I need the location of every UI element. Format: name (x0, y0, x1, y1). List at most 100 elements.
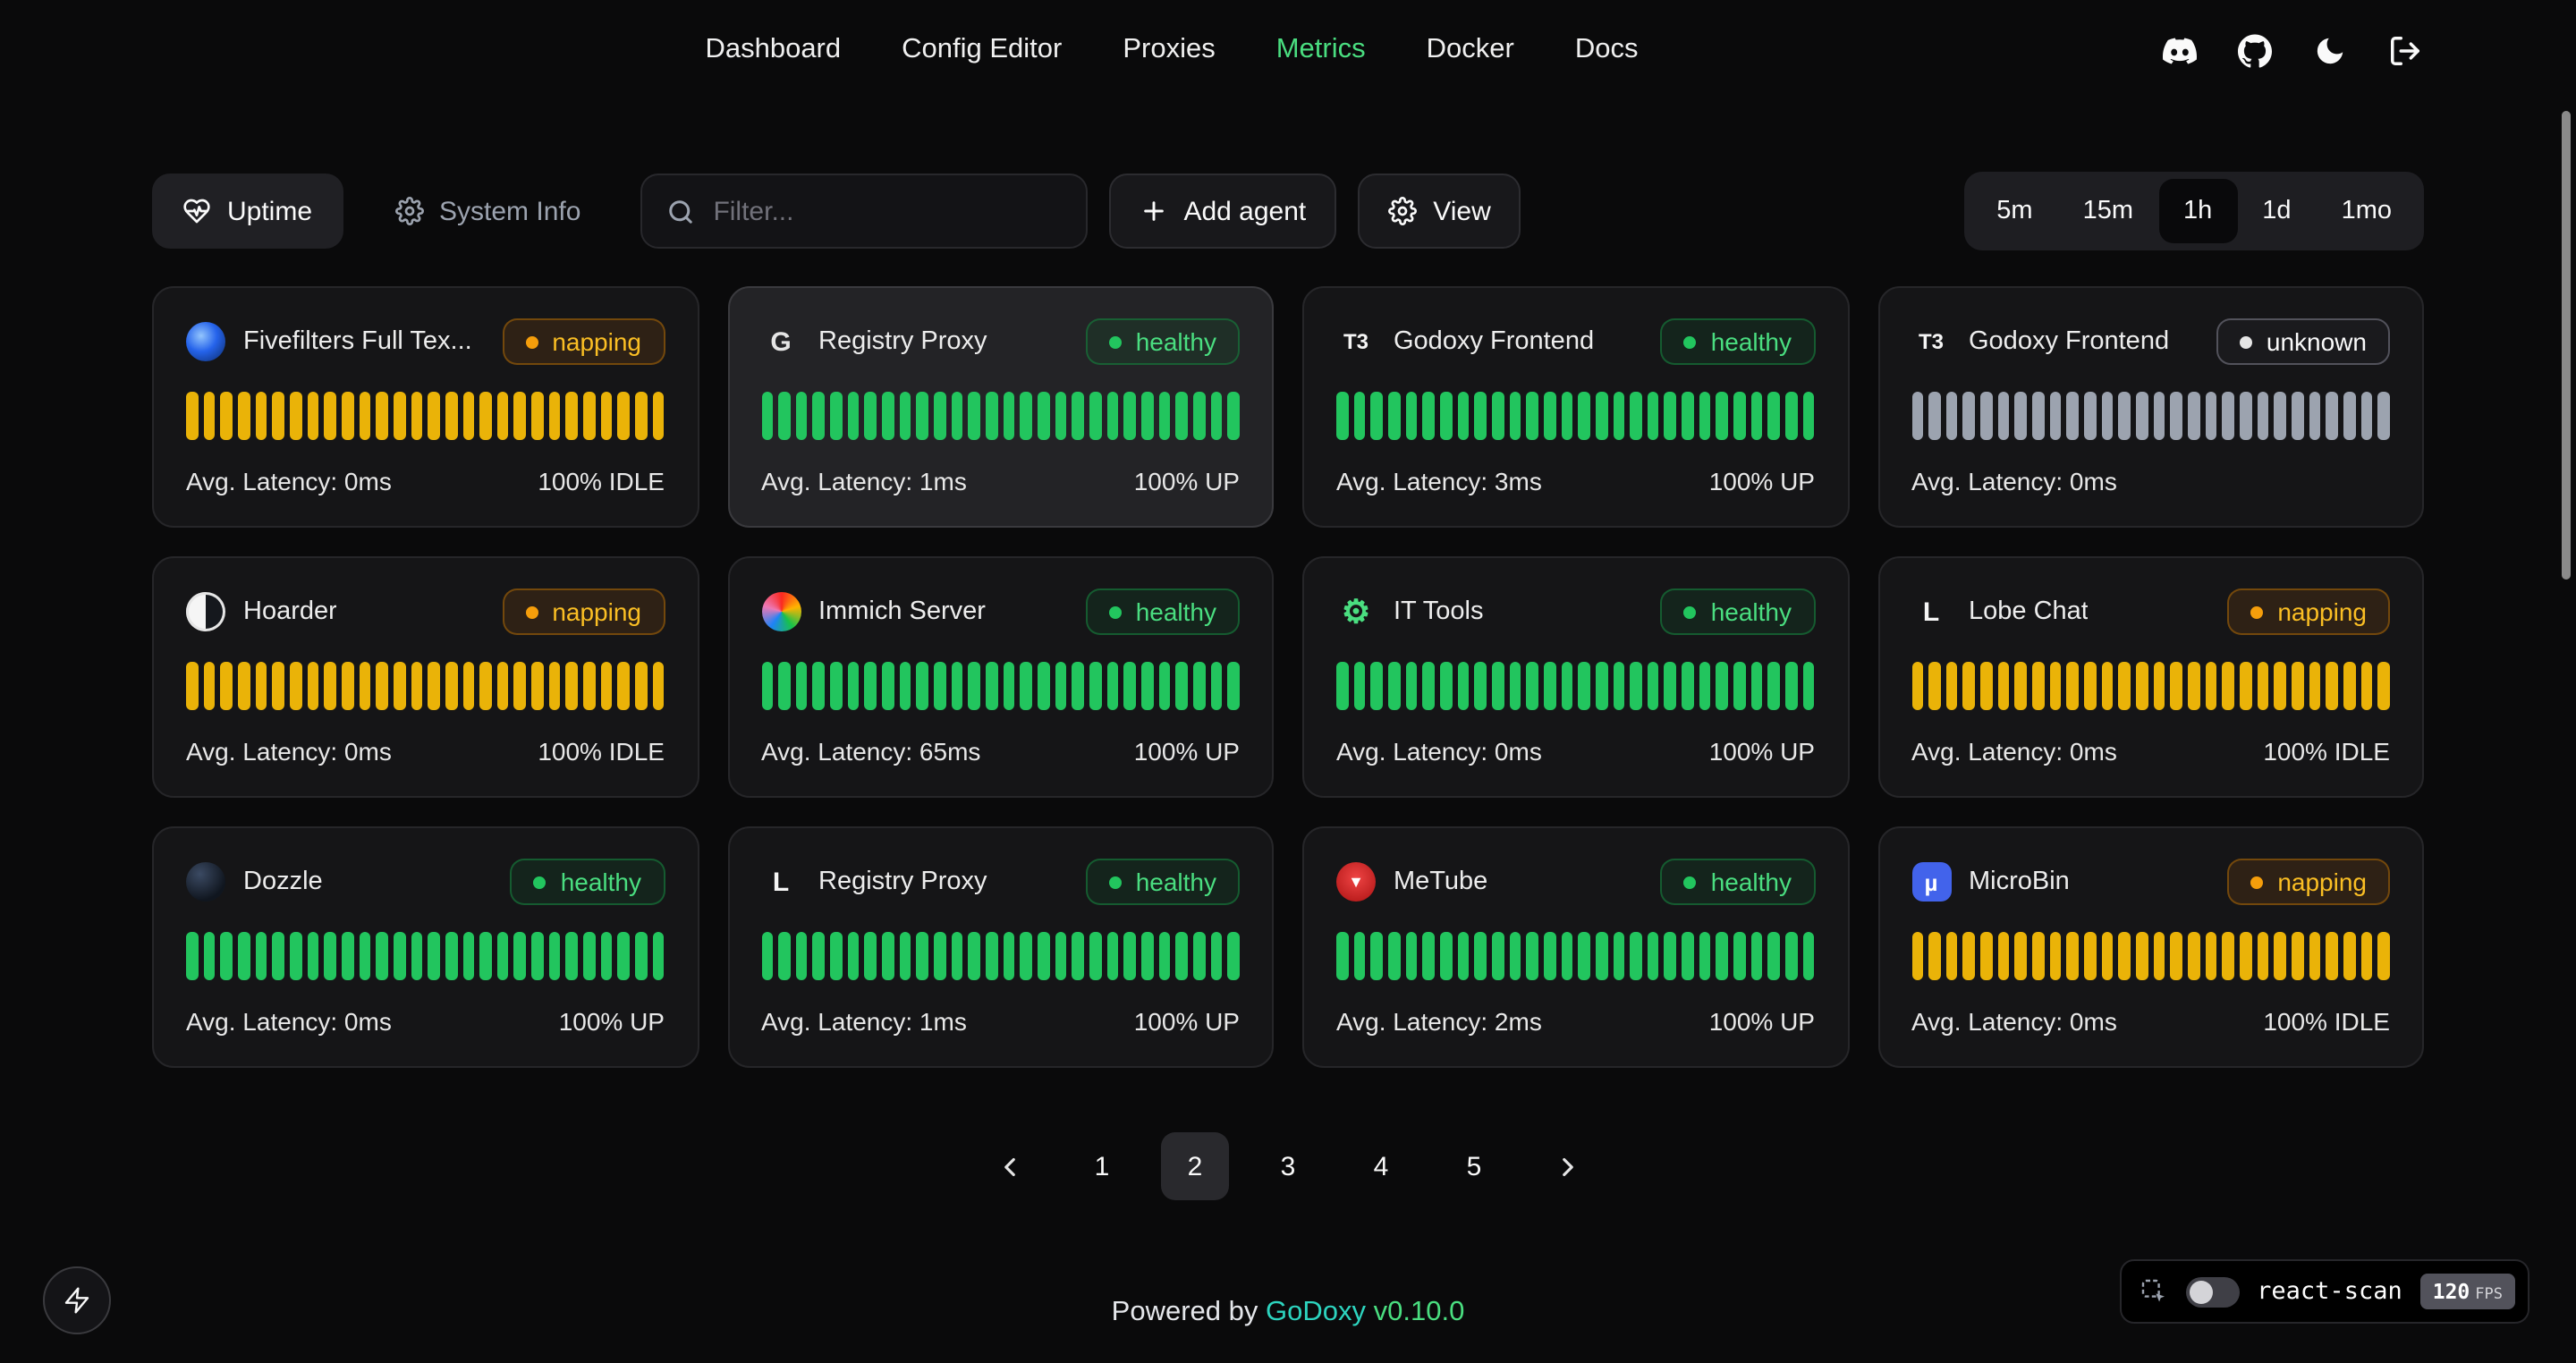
card-footer: Avg. Latency: 0ms (1911, 467, 2390, 495)
uptime-bars (1911, 662, 2390, 710)
status-badge: healthy (1085, 859, 1240, 905)
service-icon: T3 (1343, 329, 1368, 354)
card-footer: Avg. Latency: 1ms 100% UP (761, 1007, 1240, 1036)
card-footer: Avg. Latency: 0ms 100% IDLE (1911, 1007, 2390, 1036)
logout-icon[interactable] (2386, 32, 2422, 68)
nav-icons (2161, 32, 2422, 68)
uptime-text: 100% UP (1133, 1007, 1240, 1036)
nav-link[interactable]: Dashboard (705, 34, 842, 64)
service-icon: T3 (1918, 329, 1944, 354)
service-card[interactable]: Fivefilters Full Tex... napping Avg. Lat… (152, 286, 699, 528)
page-number-button[interactable]: 4 (1347, 1132, 1415, 1200)
latency-text: Avg. Latency: 2ms (1336, 1007, 1542, 1036)
uptime-bars (1336, 662, 1815, 710)
service-card[interactable]: T3 Godoxy Frontend unknown Avg. Latency:… (1877, 286, 2424, 528)
page-number-button[interactable]: 5 (1440, 1132, 1508, 1200)
uptime-tab[interactable]: Uptime (152, 174, 343, 249)
add-agent-button[interactable]: Add agent (1108, 174, 1337, 249)
service-card[interactable]: Dozzle healthy Avg. Latency: 0ms 100% UP (152, 826, 699, 1068)
service-card[interactable]: µ MicroBin napping Avg. Latency: 0ms 100… (1877, 826, 2424, 1068)
service-icon (186, 592, 225, 631)
react-scan-toggle[interactable] (2185, 1276, 2240, 1307)
time-range-button[interactable]: 15m (2058, 179, 2158, 243)
time-range-button[interactable]: 1h (2158, 179, 2238, 243)
uptime-tab-label: Uptime (227, 196, 313, 226)
prev-page-icon[interactable] (975, 1132, 1043, 1200)
uptime-bars (186, 662, 665, 710)
page-number-button[interactable]: 1 (1068, 1132, 1136, 1200)
card-header: ⚙ IT Tools healthy (1336, 588, 1815, 635)
nav-link[interactable]: Docker (1426, 34, 1514, 64)
uptime-text: 100% UP (1133, 467, 1240, 495)
discord-icon[interactable] (2161, 32, 2197, 68)
system-info-tab[interactable]: System Info (364, 174, 611, 249)
time-range-button[interactable]: 5m (1971, 179, 2057, 243)
card-header: G Registry Proxy healthy (761, 318, 1240, 365)
card-footer: Avg. Latency: 3ms 100% UP (1336, 467, 1815, 495)
gear-icon (1388, 197, 1418, 225)
service-name: Registry Proxy (818, 327, 987, 356)
status-label: napping (2277, 597, 2367, 626)
plus-icon (1143, 201, 1164, 221)
service-name: Registry Proxy (818, 868, 987, 896)
service-icon: L (772, 867, 790, 897)
uptime-bars (186, 932, 665, 980)
service-card[interactable]: T3 Godoxy Frontend healthy Avg. Latency:… (1302, 286, 1849, 528)
service-card[interactable]: Hoarder napping Avg. Latency: 0ms 100% I… (152, 556, 699, 798)
service-card[interactable]: ▼ MeTube healthy Avg. Latency: 2ms 100% … (1302, 826, 1849, 1068)
service-icon: ▼ (1336, 862, 1376, 902)
service-card[interactable]: L Lobe Chat napping Avg. Latency: 0ms 10… (1877, 556, 2424, 798)
time-range-group: 5m 15m 1h 1d 1mo (1964, 172, 2424, 250)
quick-actions-button[interactable] (43, 1266, 111, 1334)
github-icon[interactable] (2236, 32, 2272, 68)
status-label: healthy (1135, 597, 1216, 626)
service-name: MeTube (1394, 868, 1488, 896)
status-badge: napping (2227, 859, 2390, 905)
latency-text: Avg. Latency: 0ms (186, 467, 392, 495)
uptime-bars (1336, 392, 1815, 440)
status-badge: napping (2227, 588, 2390, 635)
nav-link[interactable]: Proxies (1123, 34, 1216, 64)
brand-link[interactable]: GoDoxy (1266, 1297, 1366, 1327)
inspect-icon[interactable] (2139, 1277, 2167, 1306)
uptime-text: 100% UP (558, 1007, 665, 1036)
uptime-bars (761, 662, 1240, 710)
next-page-icon[interactable] (1533, 1132, 1601, 1200)
time-range-button[interactable]: 1d (2237, 179, 2316, 243)
latency-text: Avg. Latency: 0ms (186, 1007, 392, 1036)
service-grid: Fivefilters Full Tex... napping Avg. Lat… (152, 286, 2424, 1068)
filter-input[interactable] (709, 194, 1061, 228)
status-badge: healthy (1085, 588, 1240, 635)
toggle-knob-icon (2189, 1280, 2213, 1303)
service-card[interactable]: L Registry Proxy healthy Avg. Latency: 1… (727, 826, 1274, 1068)
status-dot-icon (2250, 876, 2264, 888)
card-footer: Avg. Latency: 0ms 100% IDLE (1911, 737, 2390, 766)
view-button[interactable]: View (1358, 174, 1521, 249)
status-dot-icon (533, 876, 547, 888)
page-number-button[interactable]: 3 (1254, 1132, 1322, 1200)
nav-link[interactable]: Metrics (1275, 34, 1366, 64)
filter-box (640, 174, 1088, 249)
service-name: Dozzle (243, 868, 323, 896)
powered-by-text: Powered by (1111, 1297, 1258, 1327)
card-header: L Lobe Chat napping (1911, 588, 2390, 635)
service-name: Fivefilters Full Tex... (243, 327, 472, 356)
page-numbers: 1 2 3 4 5 (1068, 1132, 1508, 1200)
service-card[interactable]: Immich Server healthy Avg. Latency: 65ms… (727, 556, 1274, 798)
uptime-bars (1911, 392, 2390, 440)
nav-link[interactable]: Docs (1574, 34, 1639, 64)
page-number-button[interactable]: 2 (1161, 1132, 1229, 1200)
service-card[interactable]: G Registry Proxy healthy Avg. Latency: 1… (727, 286, 1274, 528)
scrollbar[interactable] (2562, 111, 2571, 580)
service-card[interactable]: ⚙ IT Tools healthy Avg. Latency: 0ms 100… (1302, 556, 1849, 798)
card-footer: Avg. Latency: 1ms 100% UP (761, 467, 1240, 495)
pagination: 1 2 3 4 5 (152, 1132, 2424, 1200)
dark-mode-icon[interactable] (2311, 32, 2347, 68)
card-header: L Registry Proxy healthy (761, 859, 1240, 905)
service-name: Immich Server (818, 597, 986, 626)
time-range-button[interactable]: 1mo (2317, 179, 2417, 243)
main-content: Uptime System Info Add agent View 5 (152, 172, 2424, 1329)
status-badge: healthy (1085, 318, 1240, 365)
nav-link[interactable]: Config Editor (902, 34, 1063, 64)
